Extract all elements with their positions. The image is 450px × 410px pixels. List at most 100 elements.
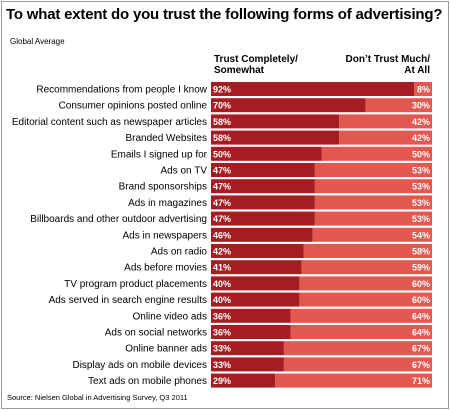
trust-bar: [211, 195, 315, 210]
distrust-bar: [314, 163, 432, 177]
distrust-bar: [321, 146, 432, 161]
distrust-header-line-2: At All: [404, 65, 430, 76]
trust-value-label: 33%: [213, 360, 231, 370]
trust-value-label: 33%: [213, 344, 231, 354]
category-label: Ads on social networks: [105, 328, 207, 339]
trust-header-line-2: Somewhat: [214, 65, 265, 76]
trust-value-label: 50%: [213, 149, 231, 159]
distrust-value-label: 50%: [412, 149, 430, 159]
category-label: Ads in newspapers: [123, 230, 208, 241]
trust-value-label: 40%: [213, 279, 231, 289]
distrust-value-label: 30%: [412, 101, 430, 111]
category-label: Brand sponsorships: [119, 182, 207, 193]
distrust-value-label: 53%: [412, 166, 430, 176]
distrust-header-line-1: Don’t Trust Much/: [345, 54, 430, 65]
distrust-value-label: 67%: [412, 360, 430, 370]
trust-bar: [211, 308, 291, 323]
category-label: Online banner ads: [125, 344, 207, 355]
trust-value-label: 47%: [213, 182, 231, 192]
trust-value-label: 29%: [213, 376, 231, 386]
distrust-column-header: Don’t Trust Much/ At All: [346, 54, 430, 76]
trust-header-line-1: Trust Completely/: [214, 54, 298, 65]
distrust-bar: [299, 292, 432, 307]
distrust-bar: [312, 227, 432, 242]
distrust-value-label: 71%: [412, 376, 430, 386]
distrust-value-label: 53%: [412, 214, 430, 224]
trust-bar: [211, 227, 313, 242]
trust-column-header: Trust Completely/ Somewhat: [214, 54, 298, 76]
trust-value-label: 47%: [213, 198, 231, 208]
category-label: Online video ads: [133, 311, 208, 322]
trust-value-label: 92%: [213, 85, 231, 95]
trust-bar: [211, 82, 415, 96]
trust-value-label: 42%: [213, 247, 231, 257]
distrust-bar: [414, 82, 432, 96]
trust-bar: [211, 276, 300, 291]
trust-bar: [211, 179, 315, 194]
trust-value-label: 47%: [213, 166, 231, 176]
category-label: TV program product placements: [64, 279, 207, 290]
distrust-value-label: 60%: [412, 279, 430, 289]
chart-subtitle: Global Average: [10, 37, 65, 46]
trust-bar: [211, 325, 291, 339]
distrust-bar: [365, 98, 432, 113]
trust-bar: [211, 244, 304, 258]
trust-value-label: 70%: [213, 101, 231, 111]
distrust-value-label: 67%: [412, 344, 430, 354]
distrust-value-label: 54%: [412, 230, 430, 240]
distrust-value-label: 53%: [412, 182, 430, 192]
trust-value-label: 40%: [213, 295, 231, 305]
distrust-bar: [290, 325, 432, 339]
trust-value-label: 36%: [213, 328, 231, 338]
distrust-value-label: 53%: [412, 198, 430, 208]
trust-bar: [211, 260, 302, 275]
category-label: Ads on radio: [151, 247, 208, 258]
trust-bar: [211, 341, 284, 356]
distrust-value-label: 8%: [417, 85, 430, 95]
distrust-value-label: 64%: [412, 328, 430, 338]
category-label: Recommendations from people I know: [36, 85, 207, 96]
trust-value-label: 58%: [213, 117, 231, 127]
source-note: Source: Nielsen Global in Advertising Su…: [7, 393, 188, 402]
distrust-value-label: 58%: [412, 247, 430, 257]
category-label: Text ads on mobile phones: [88, 376, 207, 387]
distrust-bar: [299, 276, 432, 291]
category-label: Ads on TV: [160, 166, 207, 177]
trust-value-label: 36%: [213, 311, 231, 321]
category-label: Editorial content such as newspaper arti…: [12, 117, 207, 128]
trust-value-label: 41%: [213, 263, 231, 273]
trust-value-label: 58%: [213, 133, 231, 143]
trust-bar: [211, 163, 315, 177]
distrust-bar: [314, 179, 432, 194]
distrust-bar: [314, 211, 432, 226]
trust-bar: [211, 292, 300, 307]
distrust-bar: [283, 341, 432, 356]
trust-value-label: 47%: [213, 214, 231, 224]
category-label: Branded Websites: [125, 133, 207, 144]
trust-bar: [211, 373, 276, 388]
distrust-bar: [339, 130, 432, 145]
distrust-value-label: 60%: [412, 295, 430, 305]
distrust-bar: [290, 308, 432, 323]
distrust-bar: [339, 114, 432, 129]
distrust-value-label: 42%: [412, 133, 430, 143]
trust-value-label: 46%: [213, 230, 231, 240]
trust-bar: [211, 130, 340, 145]
trust-bar: [211, 98, 366, 113]
distrust-bar: [303, 244, 432, 258]
distrust-value-label: 42%: [412, 117, 430, 127]
chart-title: To what extent do you trust the followin…: [6, 6, 443, 23]
category-label: Ads in magazines: [128, 198, 207, 209]
distrust-bar: [275, 373, 432, 388]
distrust-bar: [283, 357, 432, 372]
category-label: Ads before movies: [124, 263, 207, 274]
trust-bar: [211, 146, 322, 161]
category-label: Display ads on mobile devices: [72, 360, 207, 371]
category-label: Consumer opinions posted online: [59, 101, 208, 112]
category-label: Emails I signed up for: [111, 149, 208, 160]
distrust-value-label: 64%: [412, 311, 430, 321]
category-label: Billboards and other outdoor advertising: [30, 214, 207, 225]
distrust-value-label: 59%: [412, 263, 430, 273]
distrust-bar: [314, 195, 432, 210]
